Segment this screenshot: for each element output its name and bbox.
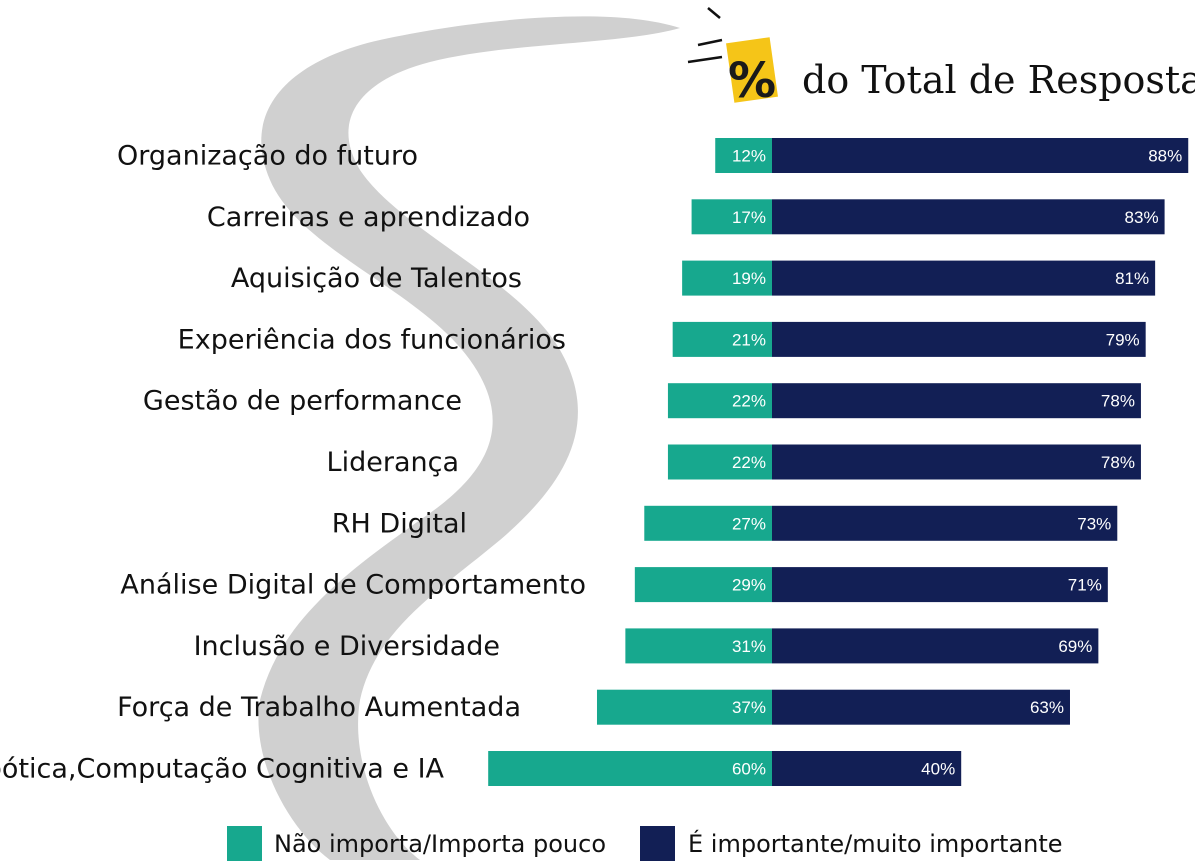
bar-high	[772, 383, 1141, 419]
chart-row: Aquisição de Talentos 19% 81%	[231, 260, 1156, 296]
title-percent-symbol: %	[728, 53, 776, 109]
category-label: Força de Trabalho Aumentada	[117, 692, 521, 723]
chart-row: RH Digital 27% 73%	[332, 505, 1118, 541]
bar-low	[488, 751, 772, 786]
bar-high	[772, 505, 1118, 541]
bar-high	[772, 628, 1099, 664]
category-label: Organização do futuro	[117, 141, 418, 172]
value-label-low: 22%	[732, 453, 766, 472]
value-label-low: 17%	[732, 208, 766, 227]
category-label: Carreiras e aprendizado	[207, 202, 530, 233]
bar-low	[625, 628, 772, 664]
title-doodle-stroke	[707, 7, 721, 19]
bar-low	[596, 689, 772, 725]
value-label-low: 29%	[732, 576, 766, 595]
value-label-low: 19%	[732, 269, 766, 288]
value-label-low: 31%	[732, 637, 766, 656]
bar-high	[772, 689, 1070, 725]
value-label-low: 37%	[732, 698, 766, 717]
category-label: Aquisição de Talentos	[231, 263, 522, 294]
chart-row: Experiência dos funcionários 21% 79%	[178, 321, 1146, 357]
title-text: do Total de Respostas	[802, 58, 1195, 102]
title-highlight	[726, 37, 778, 103]
bar-high	[772, 751, 962, 786]
value-label-low: 60%	[732, 760, 766, 779]
category-label: Análise Digital de Comportamento	[120, 570, 586, 601]
value-label-high: 63%	[1030, 698, 1064, 717]
category-label: RH Digital	[332, 508, 467, 539]
bar-low	[682, 260, 772, 296]
chart-row: Organização do futuro 12% 88%	[117, 138, 1189, 173]
bar-low	[634, 567, 772, 603]
legend-swatch-low	[227, 826, 262, 861]
value-label-high: 88%	[1148, 147, 1182, 166]
bar-low	[667, 383, 772, 419]
background-swoosh-shape	[258, 16, 680, 861]
category-label: Liderança	[327, 447, 459, 478]
value-label-high: 69%	[1058, 637, 1092, 656]
chart-row: Gestão de performance 22% 78%	[143, 383, 1141, 419]
bar-high	[772, 444, 1141, 480]
value-label-high: 78%	[1101, 392, 1135, 411]
legend: Não importa/Importa pouco É importante/m…	[227, 826, 1063, 861]
bar-high	[772, 260, 1156, 296]
chart-row: Liderança 22% 78%	[327, 444, 1141, 480]
category-label: Gestão de performance	[143, 386, 462, 417]
bar-low	[672, 321, 772, 357]
value-label-low: 12%	[732, 147, 766, 166]
bar-high	[772, 567, 1108, 603]
value-label-high: 78%	[1101, 453, 1135, 472]
category-label: Robótica,Computação Cognitiva e IA	[0, 754, 445, 785]
chart-row: Carreiras e aprendizado 17% 83%	[207, 199, 1165, 235]
bar-high	[772, 138, 1189, 173]
legend-label-high: É importante/muito importante	[688, 829, 1063, 858]
chart-title: % do Total de Respostas	[687, 7, 1195, 109]
value-label-high: 81%	[1115, 269, 1149, 288]
chart-row: Análise Digital de Comportamento 29% 71%	[120, 567, 1108, 603]
category-label: Inclusão e Diversidade	[194, 631, 500, 662]
bar-high	[772, 199, 1165, 235]
value-label-high: 40%	[921, 760, 955, 779]
value-label-low: 21%	[732, 330, 766, 349]
bar-low	[691, 199, 772, 235]
bar-low	[644, 505, 772, 541]
value-label-high: 83%	[1125, 208, 1159, 227]
value-label-low: 27%	[732, 514, 766, 533]
legend-label-low: Não importa/Importa pouco	[274, 830, 606, 858]
value-label-low: 22%	[732, 392, 766, 411]
chart-rows: Organização do futuro 12% 88% Carreiras e a…	[0, 138, 1189, 786]
title-doodle-stroke	[687, 55, 723, 64]
title-doodle-stroke	[697, 38, 723, 47]
chart-row: Robótica,Computação Cognitiva e IA 60% 40%	[0, 751, 962, 786]
legend-swatch-high	[640, 826, 675, 861]
value-label-high: 79%	[1106, 330, 1140, 349]
category-label: Experiência dos funcionários	[178, 324, 566, 355]
chart-row: Força de Trabalho Aumentada 37% 63%	[117, 689, 1070, 725]
value-label-high: 73%	[1077, 514, 1111, 533]
chart-row: Inclusão e Diversidade 31% 69%	[194, 628, 1099, 664]
bar-low	[715, 138, 772, 173]
bar-high	[772, 321, 1146, 357]
value-label-high: 71%	[1068, 576, 1102, 595]
bar-low	[667, 444, 772, 480]
